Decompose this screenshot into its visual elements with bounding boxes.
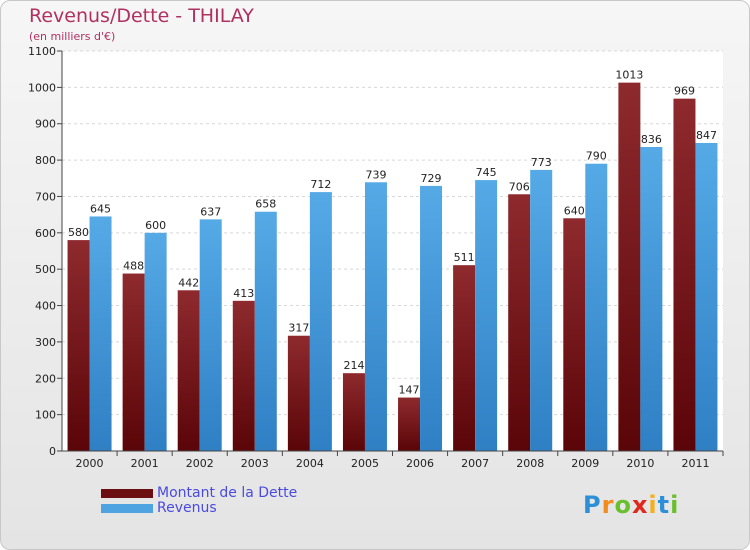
bar-revenus: [309, 192, 332, 451]
data-label-dette: 442: [178, 276, 199, 289]
y-tick-label: 400: [35, 300, 56, 313]
x-tick-label: 2011: [681, 457, 709, 470]
bar-revenus: [89, 216, 112, 451]
logo-letter: t: [657, 491, 671, 519]
bar-dette: [67, 240, 90, 451]
legend-swatch-dette: [101, 489, 153, 498]
logo-letter: o: [614, 491, 632, 519]
bar-revenus: [585, 163, 608, 451]
data-label-revenus: 637: [200, 205, 221, 218]
data-label-dette: 969: [674, 85, 695, 98]
y-tick-label: 1000: [28, 81, 56, 94]
bar-dette: [453, 265, 476, 451]
y-tick-label: 700: [35, 190, 56, 203]
bar-dette: [177, 290, 200, 451]
x-tick-label: 2000: [76, 457, 104, 470]
bar-dette: [563, 218, 586, 451]
y-tick-label: 1100: [28, 45, 56, 58]
y-tick-label: 900: [35, 118, 56, 131]
data-label-revenus: 658: [255, 198, 276, 211]
x-tick-label: 2006: [406, 457, 434, 470]
data-label-dette: 1013: [615, 69, 643, 82]
data-label-revenus: 645: [90, 202, 111, 215]
data-label-revenus: 790: [586, 150, 607, 163]
x-tick-label: 2008: [516, 457, 544, 470]
bar-dette: [122, 273, 145, 451]
y-tick-label: 300: [35, 336, 56, 349]
data-label-revenus: 600: [145, 219, 166, 232]
data-label-revenus: 729: [421, 172, 442, 185]
y-tick-label: 800: [35, 154, 56, 167]
data-label-dette: 214: [343, 359, 364, 372]
data-label-dette: 640: [564, 204, 585, 217]
data-label-revenus: 739: [365, 168, 386, 181]
x-tick-label: 2003: [241, 457, 269, 470]
data-label-revenus: 847: [696, 129, 717, 142]
chart-subtitle: (en milliers d'€): [29, 30, 116, 43]
data-label-dette: 413: [233, 287, 254, 300]
logo-letter: r: [601, 491, 615, 519]
legend-label-revenus: Revenus: [157, 500, 217, 516]
data-label-dette: 488: [123, 260, 144, 273]
bar-revenus: [695, 143, 718, 451]
data-label-revenus: 836: [641, 133, 662, 146]
x-tick-label: 2007: [461, 457, 489, 470]
bar-dette: [342, 373, 365, 451]
data-label-dette: 147: [399, 384, 420, 397]
y-tick-label: 200: [35, 372, 56, 385]
x-tick-label: 2009: [571, 457, 599, 470]
x-tick-label: 2002: [186, 457, 214, 470]
bar-dette: [618, 82, 641, 452]
bar-dette: [287, 335, 310, 451]
data-label-dette: 706: [509, 180, 530, 193]
bar-dette: [232, 300, 255, 451]
y-tick-label: 0: [49, 445, 56, 458]
chart-title: Revenus/Dette - THILAY: [29, 5, 254, 27]
legend-label-dette: Montant de la Dette: [157, 485, 298, 501]
legend-swatch-revenus: [101, 504, 153, 513]
bar-revenus: [640, 147, 663, 451]
bar-revenus: [530, 169, 553, 451]
data-label-revenus: 712: [310, 178, 331, 191]
y-tick-label: 500: [35, 263, 56, 276]
bar-revenus: [475, 180, 498, 451]
logo-letter: P: [583, 491, 602, 519]
bar-revenus: [254, 211, 277, 451]
data-label-revenus: 773: [531, 156, 552, 169]
x-tick-label: 2001: [131, 457, 159, 470]
x-tick-label: 2004: [296, 457, 324, 470]
logo-letter: i: [670, 491, 680, 519]
bar-dette: [508, 194, 531, 452]
data-label-revenus: 745: [476, 166, 497, 179]
bar-revenus: [144, 232, 167, 451]
data-label-dette: 580: [68, 226, 89, 239]
logo-letter: i: [648, 491, 658, 519]
bar-revenus: [364, 182, 387, 452]
data-label-dette: 511: [454, 251, 475, 264]
bar-revenus: [199, 219, 222, 451]
y-tick-label: 100: [35, 409, 56, 422]
x-tick-label: 2010: [626, 457, 654, 470]
proxiti-logo: Proxiti: [583, 491, 679, 519]
bar-dette: [398, 397, 421, 451]
data-label-dette: 317: [288, 322, 309, 335]
bar-dette: [673, 98, 696, 452]
y-tick-label: 600: [35, 227, 56, 240]
plot-area: [62, 51, 723, 451]
logo-letter: x: [631, 491, 649, 519]
bar-revenus: [420, 185, 443, 451]
x-tick-label: 2005: [351, 457, 379, 470]
